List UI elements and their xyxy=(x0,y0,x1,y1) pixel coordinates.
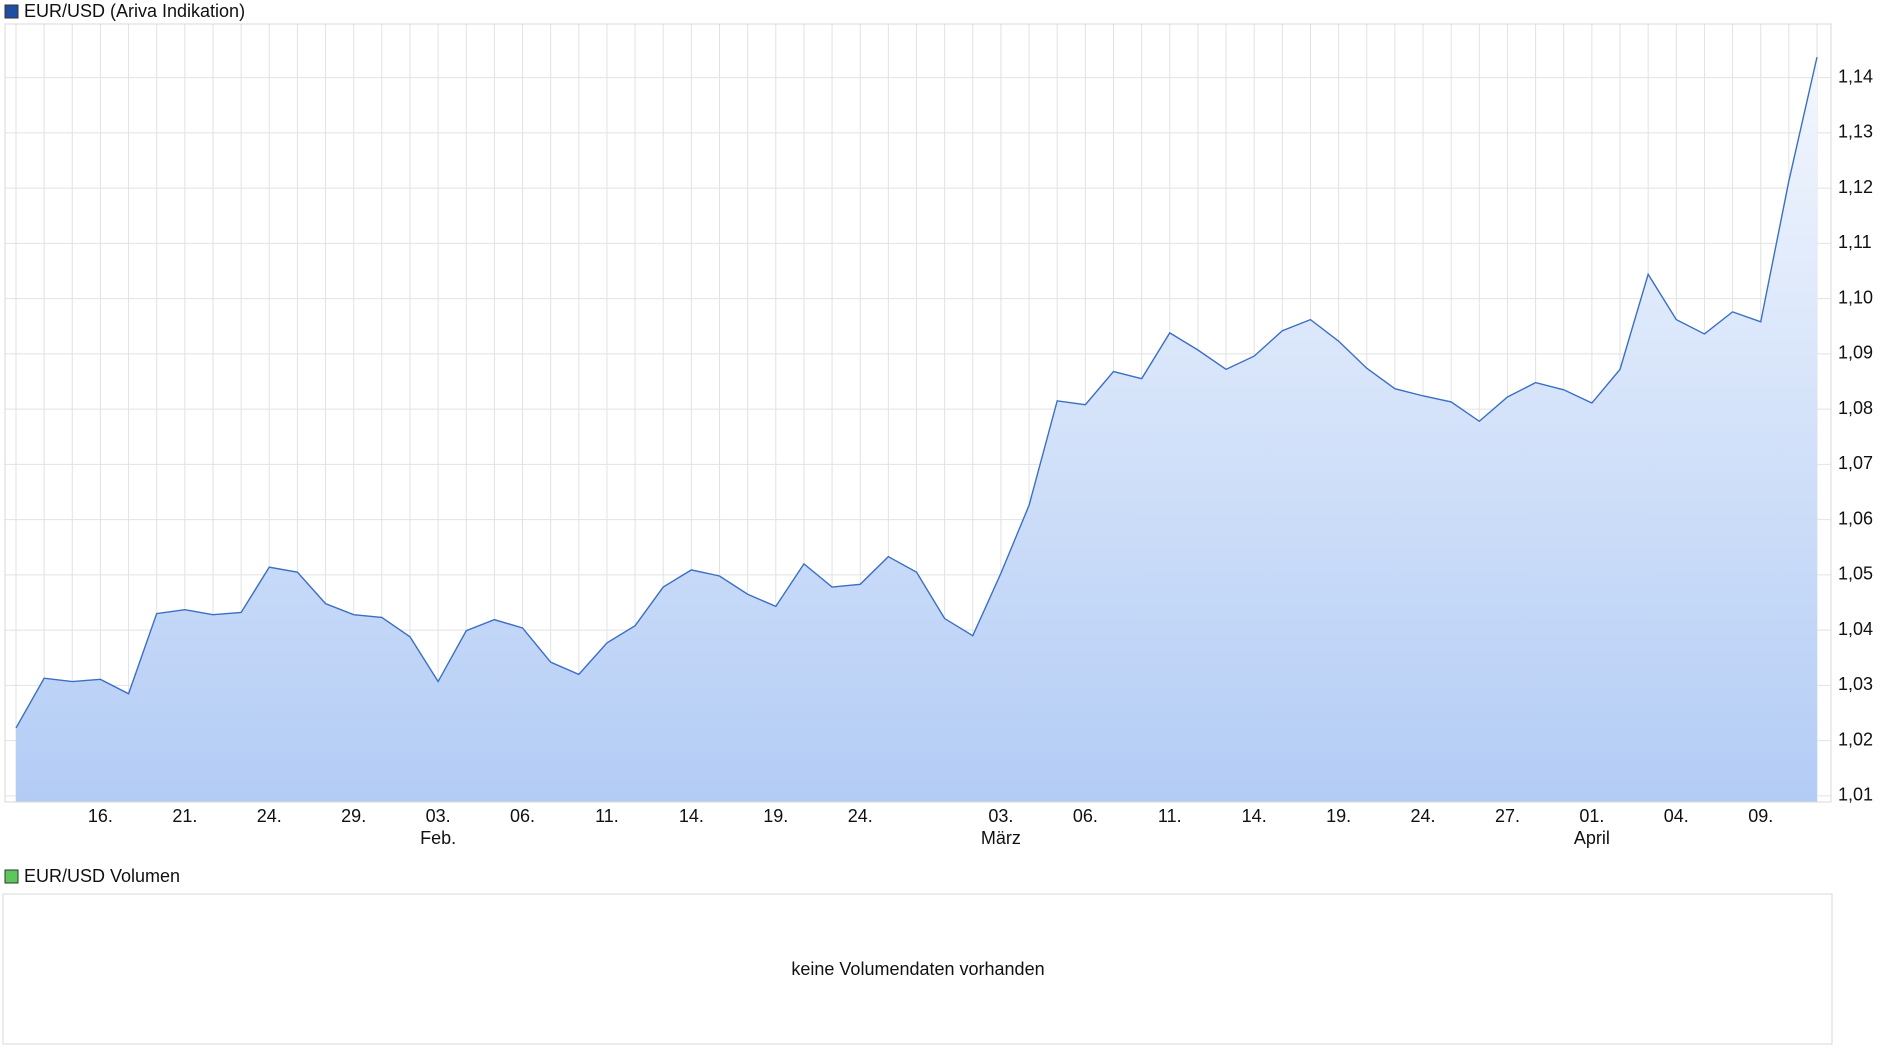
x-tick-label: 01. xyxy=(1579,806,1604,826)
y-tick-label: 1,01 xyxy=(1838,785,1873,805)
x-tick-label: 29. xyxy=(341,806,366,826)
line xyxy=(15,56,1818,729)
y-tick-label: 1,02 xyxy=(1838,729,1873,749)
x-tick-label: 24. xyxy=(848,806,873,826)
y-tick-label: 1,05 xyxy=(1838,564,1873,584)
y-tick-label: 1,07 xyxy=(1838,453,1873,473)
x-tick-label: 06. xyxy=(510,806,535,826)
x-tick-label: 11. xyxy=(595,806,619,826)
x-tick-label: 27. xyxy=(1495,806,1520,826)
x-tick-label: 03. xyxy=(426,806,451,826)
area xyxy=(16,57,1817,802)
x-tick-label: 14. xyxy=(679,806,704,826)
y-tick-label: 1,03 xyxy=(1838,674,1873,694)
x-tick-label: 09. xyxy=(1748,806,1773,826)
y-tick-label: 1,13 xyxy=(1838,122,1873,142)
x-tick-label: 21. xyxy=(172,806,197,826)
legend-swatch xyxy=(4,869,19,884)
y-tick-label: 1,11 xyxy=(1838,232,1872,252)
x-tick-label: 24. xyxy=(1411,806,1436,826)
y-tick-label: 1,12 xyxy=(1838,177,1873,197)
x-month-label: April xyxy=(1574,828,1610,848)
y-tick-label: 1,10 xyxy=(1838,287,1873,307)
volume-title: EUR/USD Volumen xyxy=(24,866,180,886)
legend-swatch xyxy=(4,4,19,19)
volume-message: keine Volumendaten vorhanden xyxy=(791,959,1044,979)
y-tick-label: 1,09 xyxy=(1838,343,1873,363)
x-tick-label: 06. xyxy=(1073,806,1098,826)
x-tick-label: 19. xyxy=(763,806,788,826)
y-tick-label: 1,14 xyxy=(1838,66,1873,86)
plot-frame xyxy=(4,23,1832,803)
x-tick-label: 16. xyxy=(88,806,113,826)
plot xyxy=(15,56,1818,802)
x-tick-label: 03. xyxy=(988,806,1013,826)
x-tick-label: 24. xyxy=(257,806,282,826)
volume-frame xyxy=(2,893,1833,1045)
x-month-label: März xyxy=(981,828,1021,848)
x-month-label: Feb. xyxy=(420,828,456,848)
chart-title: EUR/USD (Ariva Indikation) xyxy=(24,1,245,21)
y-tick-label: 1,08 xyxy=(1838,398,1873,418)
y-tick-label: 1,04 xyxy=(1838,619,1873,639)
x-tick-label: 11. xyxy=(1158,806,1182,826)
x-tick-label: 14. xyxy=(1242,806,1267,826)
x-tick-label: 04. xyxy=(1664,806,1689,826)
y-tick-label: 1,06 xyxy=(1838,508,1873,528)
x-tick-label: 19. xyxy=(1326,806,1351,826)
